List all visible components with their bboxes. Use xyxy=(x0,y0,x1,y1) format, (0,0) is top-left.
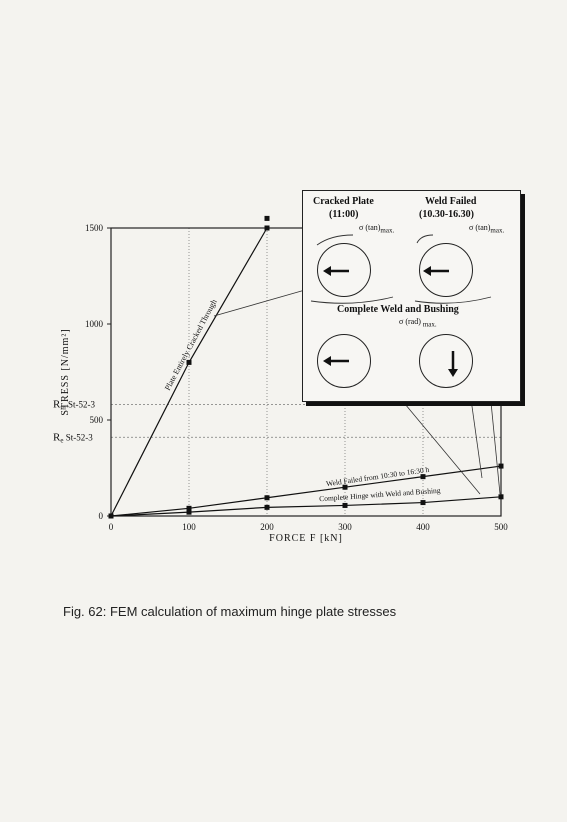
y-tick-label-0: 0 xyxy=(99,511,104,521)
ref-label-0: Rm St-52-3 xyxy=(53,399,96,412)
figure-caption: Fig. 62: FEM calculation of maximum hing… xyxy=(63,604,397,619)
arc-bottom-1 xyxy=(310,296,394,304)
arrowhead-down xyxy=(448,369,458,377)
x-tick-label-300: 300 xyxy=(338,522,352,532)
y-tick-label-1500: 1500 xyxy=(85,223,104,233)
arc-weld-failed xyxy=(416,234,434,244)
arc-bottom-2 xyxy=(414,296,492,304)
series-label-weld-failed: Weld Failed from 10:30 to 16:30 h xyxy=(326,465,430,488)
data-markers xyxy=(108,215,504,519)
x-axis-label: FORCE F [kN] xyxy=(269,533,343,544)
sigma-tan-label-2: σ (tan)max. xyxy=(469,223,505,235)
complete-weld-label: Complete Weld and Bushing xyxy=(337,304,459,315)
marker-s1-3 xyxy=(342,484,348,490)
x-tick-label-0: 0 xyxy=(109,522,114,532)
marker-s1-2 xyxy=(264,495,270,501)
marker-s1-1 xyxy=(186,505,192,511)
marker-s2-1 xyxy=(186,509,192,515)
marker-s0-2 xyxy=(264,225,270,231)
ring-complete-tan xyxy=(317,334,371,388)
marker-outlier xyxy=(264,215,270,221)
leader-lines xyxy=(213,289,501,495)
marker-s2-4 xyxy=(420,500,426,506)
arrowhead-left-2 xyxy=(423,266,431,276)
ring-cracked-plate xyxy=(317,243,371,297)
reference-lines: Rm St-52-3 Re St-52-3 xyxy=(53,399,501,444)
ring-complete-rad xyxy=(419,334,473,388)
y-tick-label-1000: 1000 xyxy=(85,319,104,329)
arrowhead-left-1 xyxy=(323,266,331,276)
ring-weld-failed xyxy=(419,243,473,297)
x-tick-label-100: 100 xyxy=(182,522,196,532)
sigma-tan-label-1: σ (tan)max. xyxy=(359,223,395,235)
marker-s1-5 xyxy=(498,463,504,469)
y-tick-label-500: 500 xyxy=(90,415,104,425)
marker-s2-5 xyxy=(498,494,504,500)
weld-failed-time: (10.30-16.30) xyxy=(419,209,474,220)
x-tick-label-400: 400 xyxy=(416,522,430,532)
marker-s1-4 xyxy=(420,474,426,480)
sigma-rad-label: σ (rad) max. xyxy=(399,317,437,329)
series-line-1 xyxy=(110,465,502,517)
ref-label-1: Re St-52-3 xyxy=(53,431,93,444)
arc-cracked-plate xyxy=(316,234,354,246)
x-tick-label-200: 200 xyxy=(260,522,274,532)
marker-s0-1 xyxy=(186,359,192,365)
series-line-2 xyxy=(110,496,502,517)
x-tick-label-500: 500 xyxy=(494,522,508,532)
cracked-plate-time: (11:00) xyxy=(329,209,359,220)
marker-s2-3 xyxy=(342,502,348,508)
inset-arrows xyxy=(310,234,492,377)
y-axis-label: STRESS [N/mm²] xyxy=(60,328,71,415)
axis-ticks: 0 100 200 300 400 500 0 500 1000 1500 xyxy=(85,223,508,532)
weld-failed-label: Weld Failed xyxy=(425,196,477,207)
series-label-cracked: Plate Entirely Cracked Through xyxy=(163,298,219,392)
arrowhead-left-3 xyxy=(323,356,331,366)
stress-direction-inset: Cracked Plate (11:00) Weld Failed (10.30… xyxy=(302,190,521,402)
marker-s2-2 xyxy=(264,504,270,510)
cracked-plate-label: Cracked Plate xyxy=(313,196,374,207)
marker-origin xyxy=(108,513,114,519)
